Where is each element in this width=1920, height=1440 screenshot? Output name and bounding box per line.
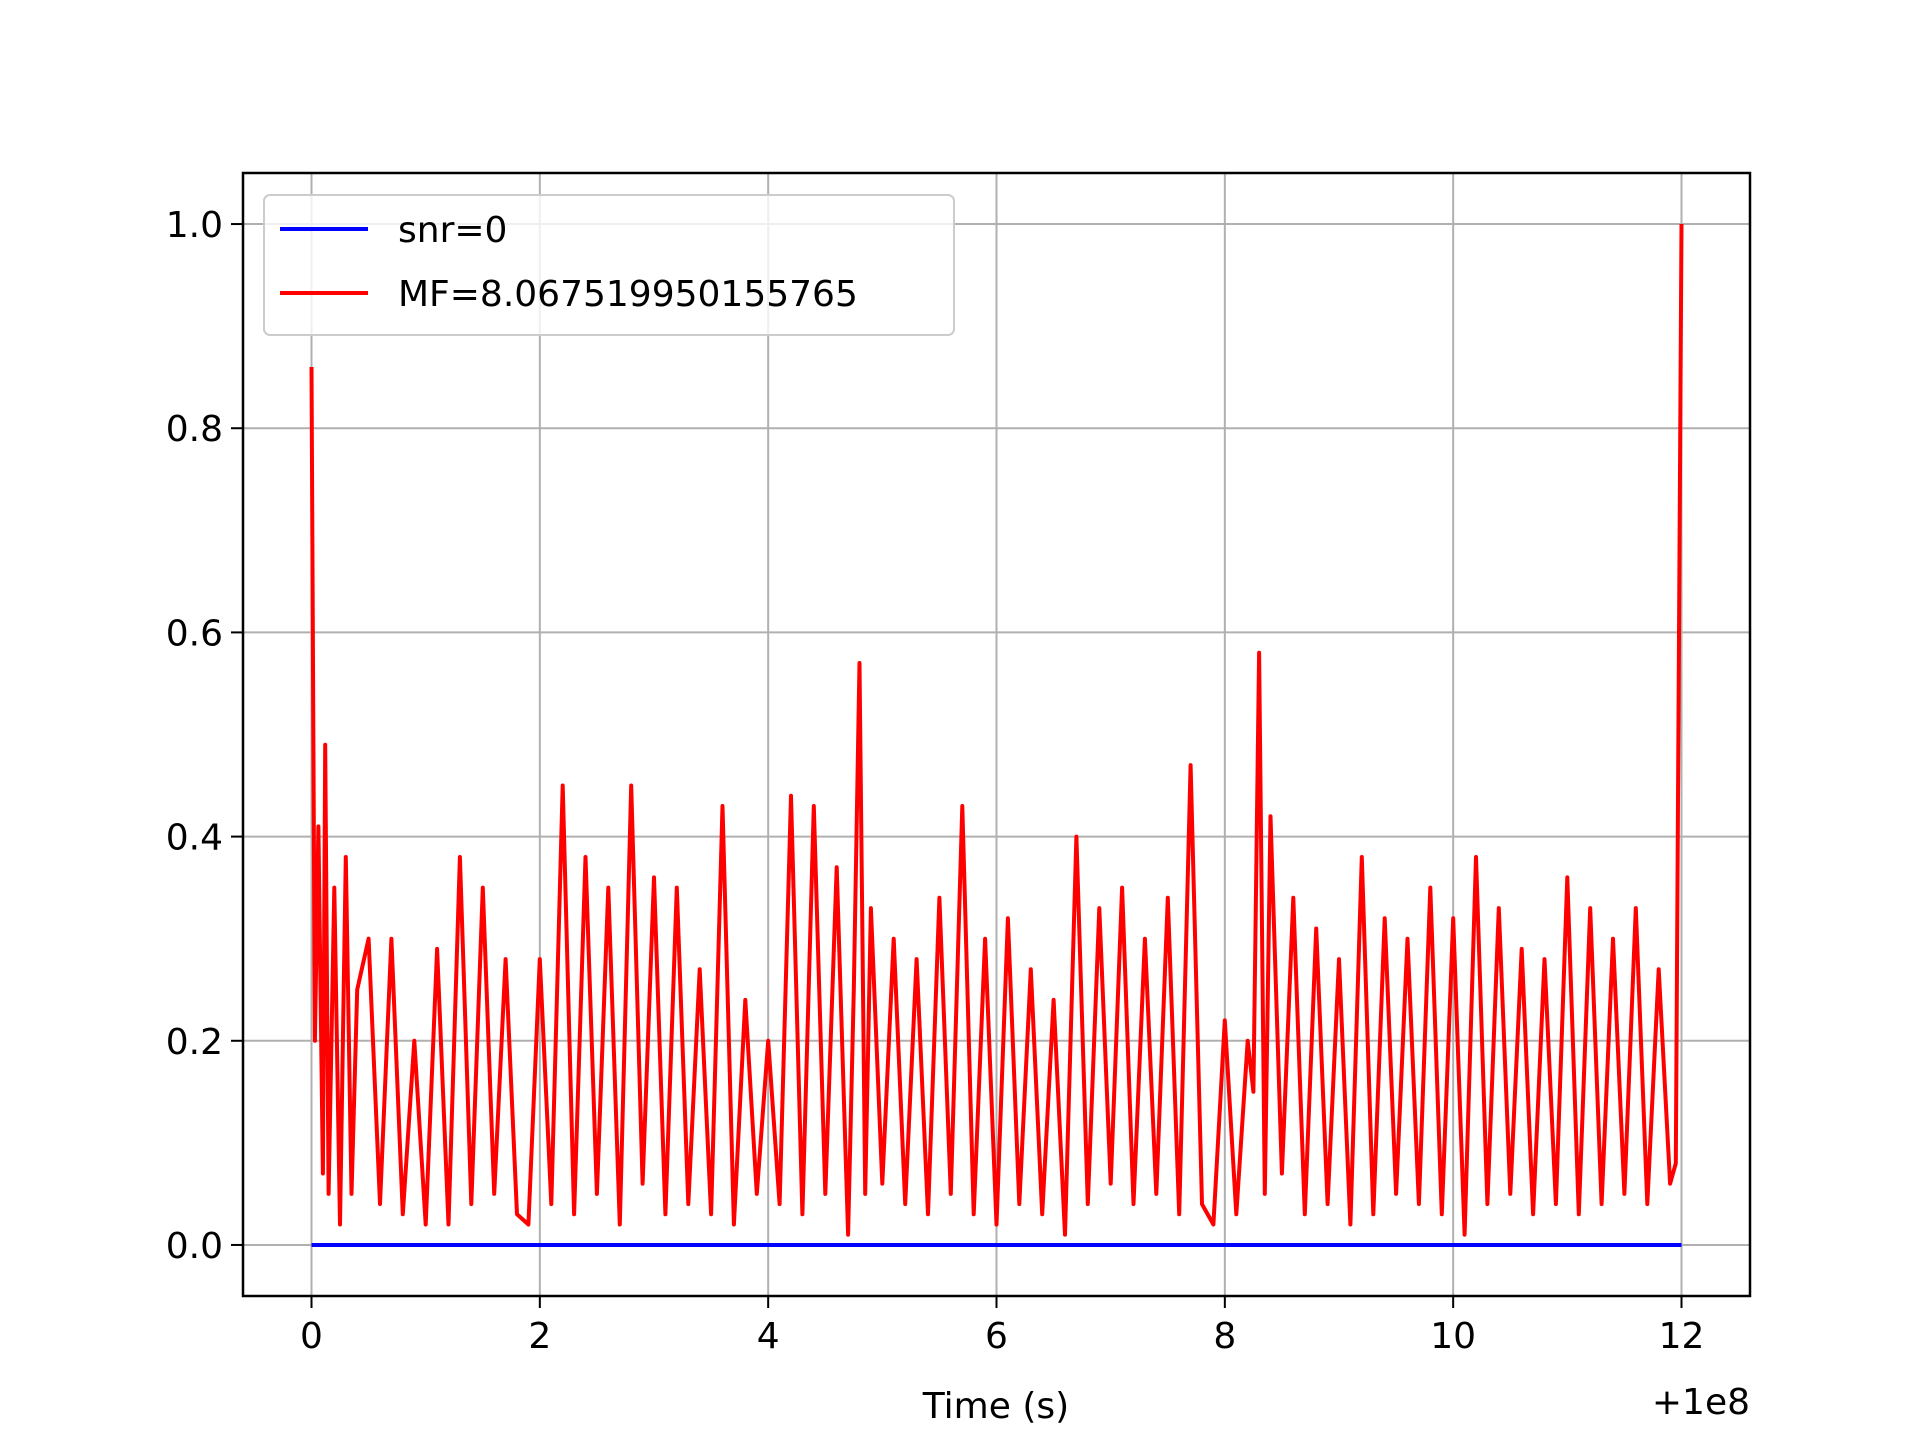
series-line-mf <box>309 223 1684 1237</box>
y-tick-label: 1.0 <box>166 205 223 246</box>
y-tick-label: 0.8 <box>166 409 223 450</box>
legend-label-mf: MF=8.067519950155765 <box>398 274 858 315</box>
x-axis-offset-label: +1e8 <box>1652 1382 1750 1423</box>
legend-label-snr: snr=0 <box>398 210 507 251</box>
x-tick-label: 0 <box>300 1316 323 1357</box>
x-tick-label: 10 <box>1430 1316 1476 1357</box>
y-tick-label: 0.0 <box>166 1226 223 1267</box>
x-tick-label: 2 <box>528 1316 551 1357</box>
x-tick-label: 8 <box>1213 1316 1236 1357</box>
y-tick-label: 0.4 <box>166 818 223 859</box>
legend-box <box>263 194 955 336</box>
y-tick-label: 0.2 <box>166 1022 223 1063</box>
x-tick-label: 4 <box>757 1316 780 1357</box>
axis-ticks: 0 2 4 6 8 10 12 0.0 0.2 0.4 0.6 0.8 1.0 <box>166 205 1705 1357</box>
legend: snr=0 MF=8.067519950155765 <box>263 194 955 336</box>
plot-lines <box>309 223 1684 1247</box>
x-axis-label: Time (s) <box>922 1386 1069 1427</box>
x-tick-label: 12 <box>1659 1316 1705 1357</box>
y-tick-label: 0.6 <box>166 613 223 654</box>
x-tick-label: 6 <box>985 1316 1008 1357</box>
